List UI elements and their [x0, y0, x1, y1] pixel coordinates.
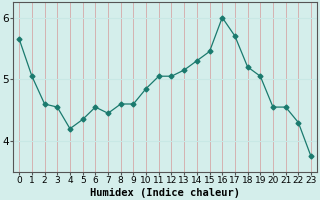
X-axis label: Humidex (Indice chaleur): Humidex (Indice chaleur): [90, 188, 240, 198]
